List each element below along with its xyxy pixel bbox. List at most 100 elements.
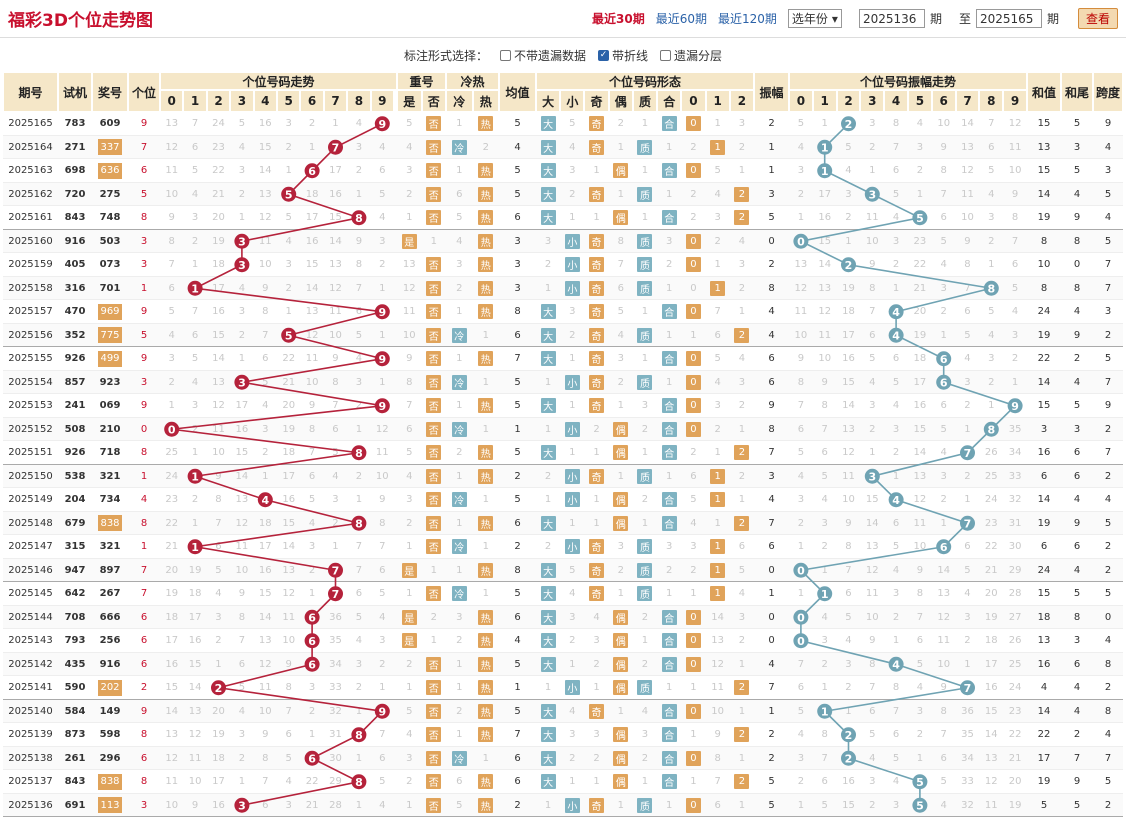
trial-cell: 204 (64, 494, 86, 506)
trend-miss: 1 (191, 517, 199, 529)
form-tag: 小 (564, 257, 580, 273)
amp-miss: 1 (797, 541, 805, 553)
prize-highlight: 838 (98, 515, 122, 532)
trend-miss: 8 (285, 682, 292, 694)
amp-trend-line-ball (888, 492, 904, 508)
road-miss: 1 (738, 423, 746, 435)
form-cell: 质 (633, 535, 657, 559)
form-tag: 大 (540, 750, 556, 766)
form-tag: 大 (540, 703, 556, 719)
period-link-120[interactable]: 最近120期 (717, 12, 777, 26)
amp-miss: 9 (1011, 188, 1019, 200)
option-layered[interactable]: 遗漏分层 (660, 47, 722, 64)
table-row (3, 746, 1123, 770)
amp-miss: 9 (797, 353, 805, 365)
form-tag: 大 (540, 586, 556, 602)
amp-trend-line-ball-number: 7 (964, 517, 972, 530)
option-polyline[interactable]: ✓ 带折线 (598, 47, 648, 64)
trend-miss: 7 (285, 705, 292, 717)
form-tag: 质 (637, 186, 653, 202)
from-period-input[interactable]: 2025136 (858, 9, 925, 28)
amp-trend-line-ball-number: 6 (940, 541, 948, 554)
checkbox[interactable] (660, 49, 672, 61)
form-tag: 合 (661, 421, 677, 437)
amp-miss: 1 (964, 658, 971, 670)
amp-miss: 7 (797, 400, 805, 412)
form-cell: 合 (657, 653, 681, 677)
road-cell: 2 (730, 206, 754, 230)
amp-trend-line-ball-number: 3 (868, 188, 876, 201)
year-select[interactable]: 选年份 ▾ (787, 9, 842, 28)
amp-miss: 1 (988, 259, 995, 271)
table-row (3, 770, 1123, 794)
form-miss: 1 (617, 799, 624, 811)
unit-trend-line-ball-number: 9 (378, 353, 386, 366)
amp-miss: 25 (1008, 658, 1022, 670)
option-no-missing[interactable]: 不带遗漏数据 (499, 47, 586, 64)
to-period-input[interactable]: 2025165 (975, 9, 1042, 28)
checkbox-checked[interactable]: ✓ (598, 49, 609, 61)
repeat-no-tag: 否 (426, 163, 442, 179)
amp-miss: 4 (892, 400, 900, 412)
coldhot-cell: 热 (473, 700, 500, 724)
sumtail-cell: 9 (1073, 212, 1081, 224)
options-label: 标注形式选择： (403, 48, 488, 63)
col-form: 个位号码形态 (536, 72, 754, 90)
form-cell: 奇 (584, 582, 608, 606)
form-miss: 2 (641, 423, 649, 435)
trend-miss: 3 (168, 353, 175, 365)
trend-miss: 4 (238, 282, 246, 294)
mean-cell: 6 (514, 212, 521, 224)
mean-cell: 7 (514, 353, 521, 365)
road-miss: 5 (738, 564, 746, 576)
trend-miss: 16 (212, 799, 225, 811)
road-miss: 2 (690, 141, 697, 153)
checkbox[interactable] (499, 49, 511, 61)
road-miss: 2 (738, 635, 746, 647)
form-cell: 合 (657, 112, 681, 136)
unit-trend-line-ball (304, 163, 320, 179)
trend-miss: 4 (308, 517, 316, 529)
amp-miss: 13 (961, 141, 974, 153)
amp-trend-line-ball (793, 562, 809, 578)
form-cell: 小 (560, 277, 584, 301)
trend-miss: 9 (215, 470, 222, 482)
amp-miss: 11 (865, 588, 879, 600)
mean-cell: 2 (514, 470, 521, 482)
amp-miss: 24 (1008, 682, 1022, 694)
amp-miss: 3 (869, 118, 876, 130)
road-miss: 2 (714, 423, 721, 435)
repeat-no-tag: 否 (426, 398, 442, 414)
period-link-60[interactable]: 最近60期 (655, 12, 707, 26)
form-cell: 大 (536, 723, 560, 747)
amp-miss: 12 (1008, 118, 1022, 130)
repeat-cell: 否 (422, 300, 447, 324)
amp-miss: 7 (940, 188, 947, 200)
table-row (3, 582, 1123, 606)
repeat-miss: 6 (406, 423, 413, 435)
amp-miss: 3 (845, 658, 852, 670)
unit-trend-line-ball (374, 304, 390, 320)
trend-miss: 9 (168, 212, 175, 224)
form-miss: 1 (569, 212, 576, 224)
road-miss: 6 (714, 799, 721, 811)
trend-miss: 6 (285, 729, 292, 741)
form-miss: 1 (593, 212, 600, 224)
form-miss: 4 (569, 705, 576, 717)
unit-cell: 1 (140, 470, 148, 482)
road-cell: 0 (681, 653, 705, 677)
trend-miss: 19 (188, 564, 202, 576)
query-button[interactable]: 查看 (1077, 8, 1118, 29)
period-link-30[interactable]: 最近30期 (592, 12, 645, 26)
form-tag: 小 (564, 421, 580, 437)
coldhot-cell: 冷 (446, 418, 473, 442)
prize-cell: 666 (99, 611, 121, 623)
trend-miss: 3 (238, 165, 246, 177)
trend-miss: 1 (355, 188, 363, 200)
amp-trend-line-ball (888, 656, 904, 672)
repeat-cell: 否 (422, 465, 447, 489)
coldhot-miss: 1 (482, 494, 489, 506)
amp-miss: 4 (940, 447, 947, 459)
form-miss: 1 (544, 376, 552, 388)
span-cell: 2 (1104, 541, 1112, 553)
